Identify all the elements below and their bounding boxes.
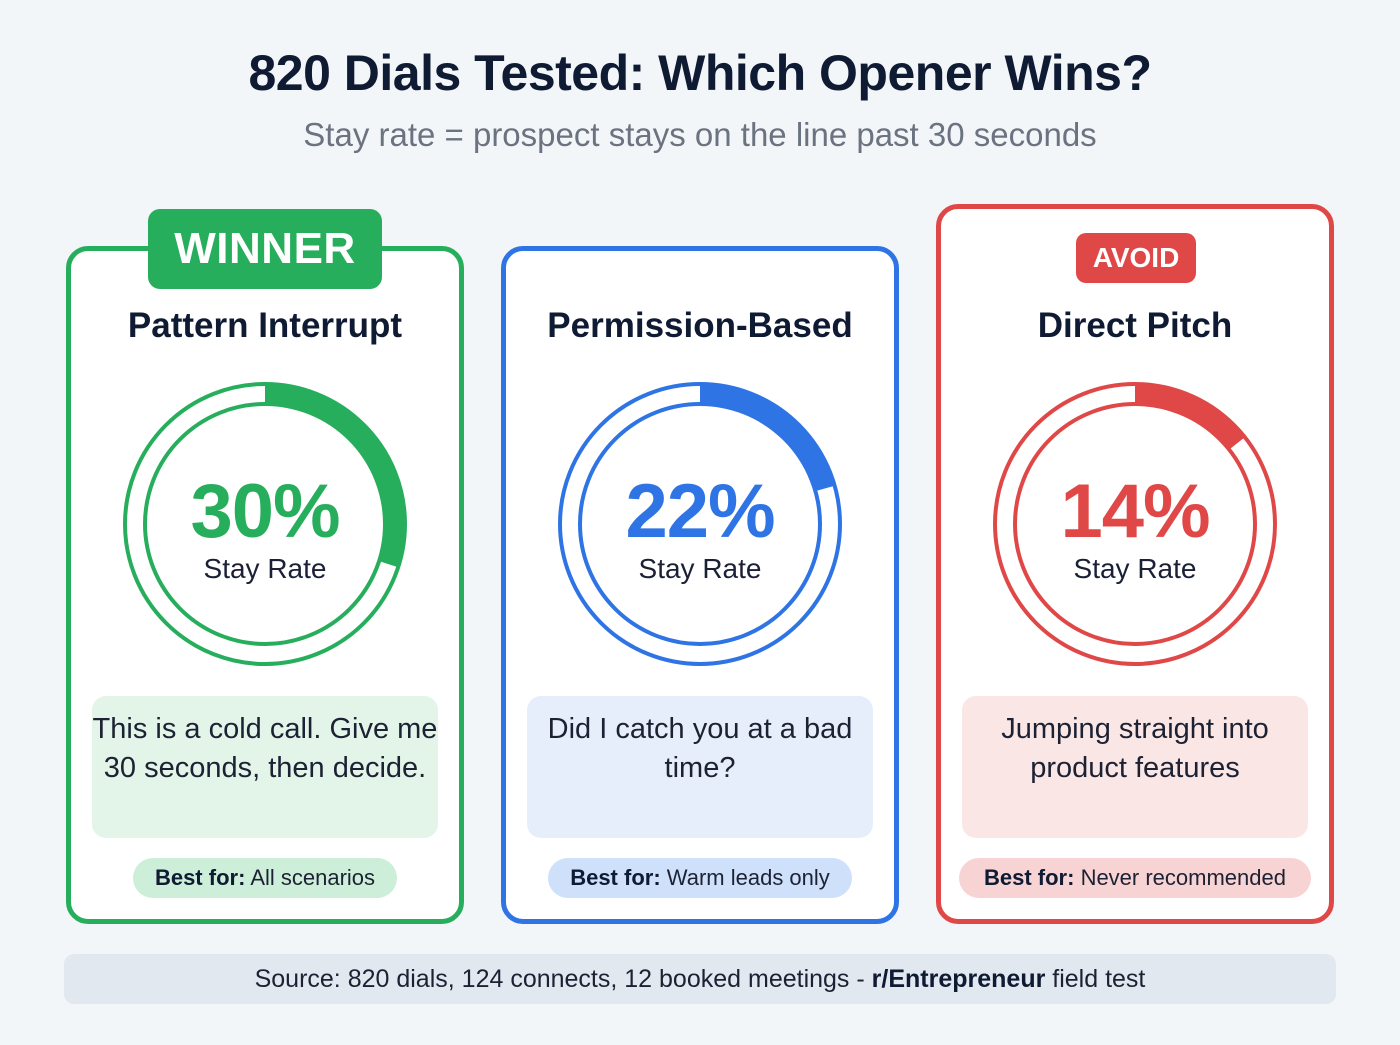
stay-rate-ring [554, 378, 846, 670]
source-footnote: Source: 820 dials, 124 connects, 12 book… [64, 954, 1336, 1004]
source-text: Source: 820 dials, 124 connects, 12 book… [254, 965, 872, 993]
stay-rate-value: 14% [1060, 469, 1210, 554]
stay-rate-ring [989, 378, 1281, 670]
stay-rate-value: 30% [190, 469, 340, 554]
best-for-value: All scenarios [250, 865, 376, 890]
opener-quote: Jumping straight into product features [962, 696, 1308, 838]
opener-quote: Did I catch you at a bad time? [527, 696, 873, 838]
source-community: r/Entrepreneur [871, 965, 1046, 993]
opener-quote: This is a cold call. Give me 30 seconds,… [92, 696, 438, 838]
stay-rate-label: Stay Rate [638, 553, 762, 584]
source-suffix: field test [1045, 965, 1146, 993]
page-title: 820 Dials Tested: Which Opener Wins? [248, 45, 1152, 101]
card-title: Pattern Interrupt [127, 306, 403, 345]
best-for-label: Best for: [983, 865, 1075, 890]
card-title: Permission-Based [547, 306, 853, 345]
best-for-pill: Best for: Warm leads only [548, 858, 852, 898]
best-for-label: Best for: [154, 865, 246, 890]
best-for-label: Best for: [570, 865, 661, 890]
stay-rate-value: 22% [625, 469, 775, 554]
stay-rate-label: Stay Rate [1073, 553, 1197, 584]
avoid-badge: AVOID [1076, 233, 1196, 283]
best-for-pill: Best for: All scenarios [133, 858, 397, 898]
best-for-value: Never recommended [1080, 865, 1286, 890]
page-subtitle: Stay rate = prospect stays on the line p… [303, 116, 1097, 153]
best-for-value: Warm leads only [666, 865, 830, 890]
card-title: Direct Pitch [1037, 306, 1233, 345]
stay-rate-label: Stay Rate [203, 553, 327, 584]
best-for-pill: Best for: Never recommended [959, 858, 1311, 898]
stay-rate-ring [119, 378, 411, 670]
winner-badge: WINNER [148, 209, 382, 289]
